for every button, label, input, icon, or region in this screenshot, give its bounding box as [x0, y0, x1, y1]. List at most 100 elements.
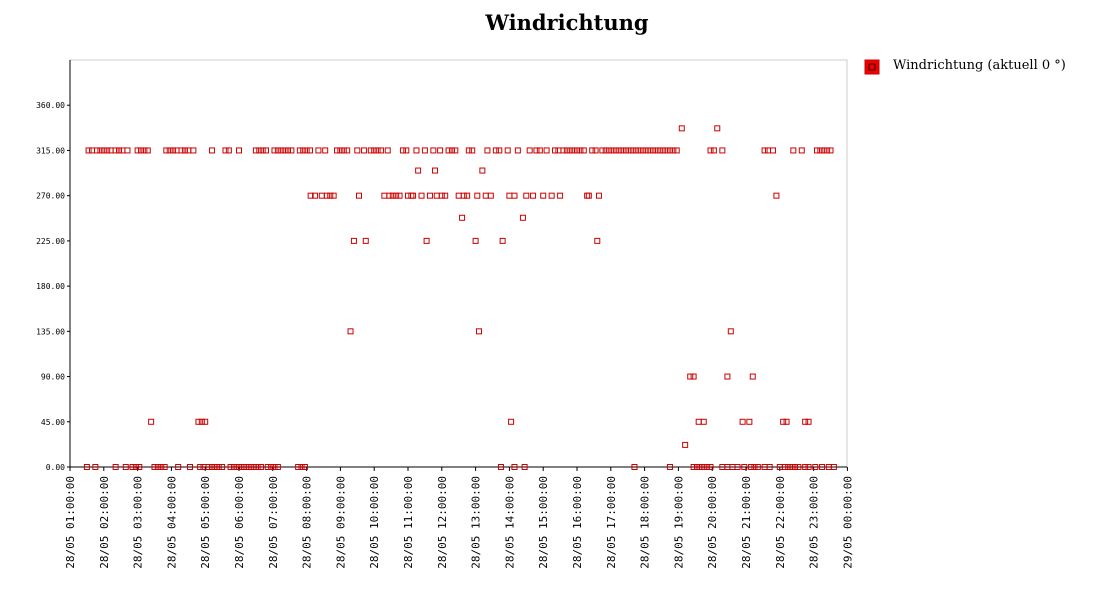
data-point — [693, 464, 700, 470]
data-point — [805, 418, 812, 425]
data-point — [639, 147, 646, 154]
data-point — [700, 418, 707, 425]
data-point — [739, 418, 746, 425]
data-point — [567, 147, 574, 154]
data-point — [577, 147, 584, 154]
plot-frame — [69, 59, 848, 468]
data-point — [296, 147, 303, 154]
data-point — [132, 464, 139, 470]
data-point — [589, 147, 596, 154]
data-point — [780, 418, 787, 425]
data-point — [499, 237, 506, 244]
data-point — [144, 147, 151, 154]
data-point — [802, 464, 809, 470]
data-point — [748, 464, 755, 470]
data-point — [773, 192, 780, 199]
data-point — [707, 147, 714, 154]
data-point — [300, 147, 307, 154]
data-point — [492, 147, 499, 154]
data-point — [163, 147, 170, 154]
data-point — [445, 147, 452, 154]
data-point — [257, 464, 264, 470]
data-point — [318, 192, 325, 199]
data-point — [437, 147, 444, 154]
data-point — [580, 147, 587, 154]
data-point — [252, 147, 259, 154]
data-point — [361, 147, 368, 154]
data-point — [433, 192, 440, 199]
data-point — [354, 147, 361, 154]
data-point — [464, 192, 471, 199]
data-point — [268, 464, 275, 470]
data-point — [574, 147, 580, 154]
data-point — [237, 464, 244, 470]
data-point — [178, 147, 185, 154]
data-point — [519, 214, 526, 221]
data-point — [631, 464, 638, 470]
data-point — [222, 147, 229, 154]
data-point — [129, 464, 136, 470]
data-point — [410, 192, 417, 199]
data-point — [389, 192, 396, 199]
x-tick-label: 28/05 19:00:00 — [672, 476, 685, 569]
data-point — [97, 147, 104, 154]
data-point — [256, 147, 263, 154]
data-point — [790, 147, 797, 154]
data-point — [511, 464, 518, 470]
data-point — [459, 214, 466, 221]
data-point — [585, 192, 592, 199]
data-point — [563, 147, 570, 154]
data-point — [643, 147, 650, 154]
data-point — [198, 418, 205, 425]
data-point — [442, 192, 449, 199]
data-point — [225, 147, 232, 154]
data-point — [474, 192, 481, 199]
data-point — [714, 125, 721, 132]
data-point — [181, 147, 188, 154]
data-point — [798, 147, 805, 154]
x-tick-label: 29/05 00:00:00 — [841, 476, 854, 569]
data-point — [315, 147, 322, 154]
data-point — [666, 464, 673, 470]
data-point — [158, 464, 165, 470]
data-point — [323, 192, 330, 199]
data-point — [195, 418, 202, 425]
legend-swatch — [864, 59, 880, 75]
data-point — [460, 192, 467, 199]
data-point — [418, 192, 425, 199]
x-tick-label: 28/05 09:00:00 — [334, 476, 347, 569]
data-point — [795, 464, 802, 470]
data-point — [303, 147, 310, 154]
data-point — [448, 147, 455, 154]
data-point — [530, 192, 537, 199]
data-point — [173, 147, 180, 154]
data-point — [805, 464, 812, 470]
data-point — [134, 147, 141, 154]
data-point — [761, 147, 768, 154]
data-point — [386, 192, 393, 199]
data-point — [208, 147, 215, 154]
chart-title: Windrichtung — [484, 10, 648, 35]
data-point — [506, 192, 513, 199]
legend-swatch-inner — [868, 63, 876, 71]
data-point — [827, 147, 834, 154]
data-point — [271, 147, 278, 154]
data-point — [347, 328, 354, 335]
data-point — [423, 237, 430, 244]
y-tick-label: 135.00 — [36, 327, 65, 336]
data-point — [241, 464, 248, 470]
data-point — [487, 192, 494, 199]
data-point — [251, 464, 258, 470]
data-point — [802, 418, 809, 425]
data-point — [344, 147, 351, 154]
data-point — [340, 147, 347, 154]
data-point — [469, 147, 476, 154]
data-point — [465, 147, 472, 154]
data-point — [670, 147, 677, 154]
data-point — [741, 464, 748, 470]
data-point — [560, 147, 567, 154]
data-point — [322, 147, 329, 154]
data-point — [609, 147, 616, 154]
data-point — [764, 147, 771, 154]
